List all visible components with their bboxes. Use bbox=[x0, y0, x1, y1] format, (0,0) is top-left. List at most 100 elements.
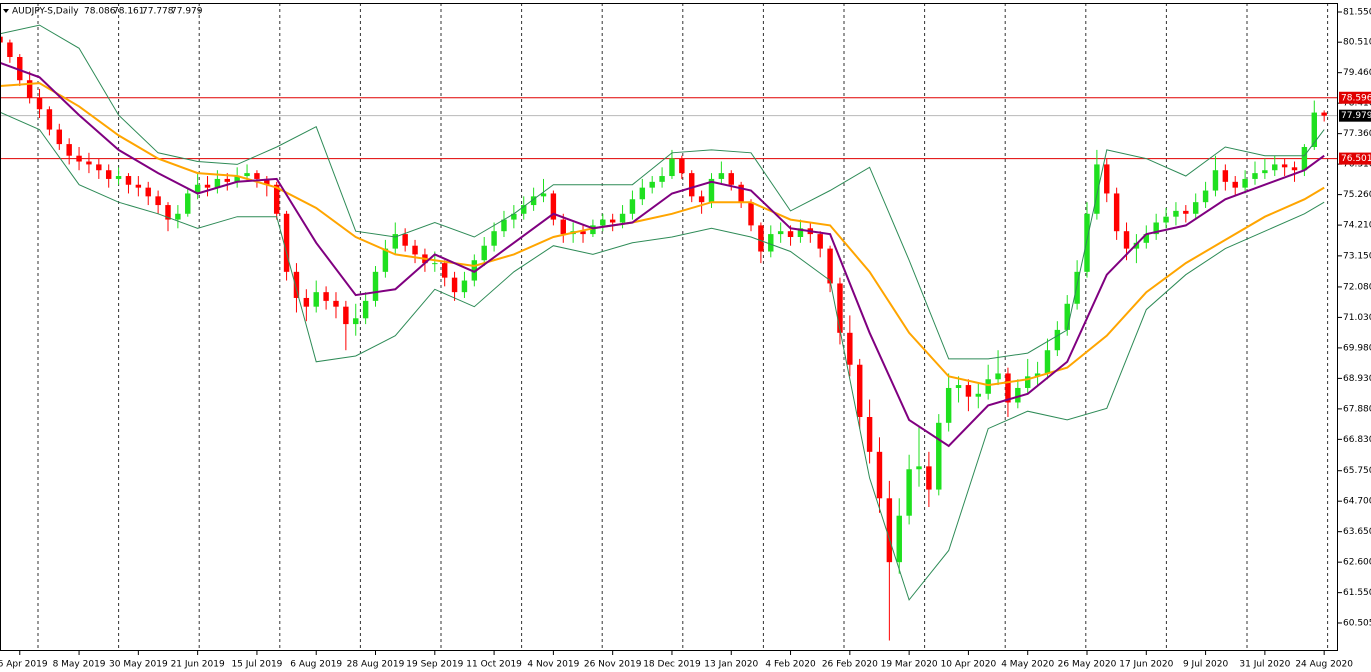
candle-body bbox=[224, 178, 230, 182]
candle-body bbox=[1064, 303, 1070, 330]
candle-body bbox=[441, 263, 448, 278]
candle-body bbox=[293, 271, 300, 298]
candle-body bbox=[333, 300, 339, 307]
y-tick-label: 76.310 bbox=[1343, 160, 1371, 170]
candle-body bbox=[501, 219, 507, 232]
y-tick-label: 62.600 bbox=[1343, 558, 1371, 568]
candle-body bbox=[1163, 216, 1169, 223]
indicator-line bbox=[0, 111, 1325, 601]
x-tick-label: 10 Apr 2020 bbox=[941, 660, 997, 670]
candle-body bbox=[1183, 210, 1189, 214]
indicator-line bbox=[0, 61, 1325, 448]
quote-close: 77.979 bbox=[171, 7, 203, 17]
candle-body bbox=[906, 469, 912, 516]
candle-body bbox=[1232, 181, 1238, 188]
frame bbox=[0, 3, 1338, 651]
candle-body bbox=[86, 161, 92, 165]
candle-body bbox=[7, 42, 13, 57]
candle-body bbox=[461, 280, 468, 293]
candle-body bbox=[955, 385, 962, 388]
candle-body bbox=[115, 176, 122, 179]
x-tick-label: 4 Feb 2020 bbox=[765, 660, 816, 670]
candle-body bbox=[1074, 271, 1080, 304]
candle-body bbox=[76, 155, 82, 162]
candle-body bbox=[234, 176, 240, 182]
candle-body bbox=[945, 387, 952, 423]
x-tick-label: 26 May 2020 bbox=[1058, 660, 1117, 670]
candle-body bbox=[244, 173, 250, 177]
candle-body bbox=[1054, 329, 1061, 351]
level-box bbox=[1339, 91, 1371, 104]
candle-body bbox=[1094, 164, 1100, 214]
indicator-line bbox=[0, 82, 1325, 387]
y-tick-label: 63.650 bbox=[1343, 527, 1371, 537]
quote-low: 77.778 bbox=[142, 7, 174, 17]
candle-body bbox=[105, 170, 112, 179]
x-tick-label: 8 May 2019 bbox=[53, 660, 106, 670]
candle-body bbox=[580, 231, 586, 235]
candle-body bbox=[145, 187, 151, 197]
candle-body bbox=[1252, 173, 1258, 179]
separators bbox=[37, 3, 1329, 651]
candle-body bbox=[936, 422, 942, 490]
candle-body bbox=[135, 184, 142, 188]
y-tick-label: 73.150 bbox=[1343, 251, 1371, 261]
candle-body bbox=[1005, 373, 1011, 403]
y-tick-label: 64.700 bbox=[1343, 497, 1371, 507]
candle-body bbox=[689, 173, 695, 197]
candle-body bbox=[728, 173, 734, 185]
level-box bbox=[1339, 152, 1371, 165]
candle-body bbox=[886, 498, 893, 563]
candle-body bbox=[609, 219, 616, 223]
candle-body bbox=[758, 225, 764, 252]
indicator-line bbox=[0, 24, 1325, 360]
candle-body bbox=[590, 225, 596, 235]
candle-body bbox=[738, 184, 744, 203]
y-tick-label: 79.460 bbox=[1343, 68, 1371, 78]
candle-body bbox=[185, 193, 191, 214]
x-tick-label: 26 Feb 2020 bbox=[822, 660, 878, 670]
candle-body bbox=[629, 199, 636, 214]
candle-body bbox=[679, 158, 685, 174]
y-tick-label: 60.505 bbox=[1343, 618, 1371, 628]
candle-body bbox=[323, 292, 329, 301]
menu-icon[interactable] bbox=[3, 9, 9, 13]
y-tick-label: 72.080 bbox=[1343, 282, 1371, 292]
candle-body bbox=[0, 36, 3, 43]
candle-body bbox=[748, 202, 754, 226]
candle-body bbox=[787, 231, 794, 237]
y-tick-label: 65.750 bbox=[1343, 466, 1371, 476]
y-tick-label: 81.550 bbox=[1343, 8, 1371, 18]
candle-body bbox=[175, 213, 181, 220]
quote-high: 78.161 bbox=[113, 7, 145, 17]
last-price-box bbox=[1339, 109, 1371, 122]
y-tick-label: 74.210 bbox=[1343, 221, 1371, 231]
candle-body bbox=[985, 379, 991, 394]
candle-body bbox=[155, 196, 161, 206]
y-tick-label: 68.930 bbox=[1343, 374, 1371, 384]
candle-body bbox=[353, 318, 359, 325]
candle-body bbox=[521, 205, 527, 214]
x-tick-label: 13 Jan 2020 bbox=[704, 660, 758, 670]
candle-body bbox=[491, 231, 497, 246]
candle-body bbox=[1242, 178, 1248, 188]
candle-body bbox=[600, 219, 606, 226]
candle-body bbox=[343, 306, 349, 325]
candle-body bbox=[857, 364, 863, 417]
candle-body bbox=[698, 196, 705, 203]
candle-body bbox=[995, 373, 1001, 380]
x-tick-label: 24 Aug 2020 bbox=[1295, 660, 1353, 670]
y-tick-label: 66.830 bbox=[1343, 435, 1371, 445]
candle-body bbox=[1133, 242, 1140, 249]
candle-body bbox=[66, 144, 72, 156]
candle-body bbox=[451, 277, 458, 293]
candle-body bbox=[669, 158, 675, 177]
candle-body bbox=[56, 129, 63, 145]
candle-body bbox=[471, 260, 478, 281]
candle-body bbox=[372, 271, 379, 301]
candle-body bbox=[481, 245, 487, 261]
candle-body bbox=[708, 178, 715, 203]
candle-body bbox=[1222, 170, 1229, 182]
